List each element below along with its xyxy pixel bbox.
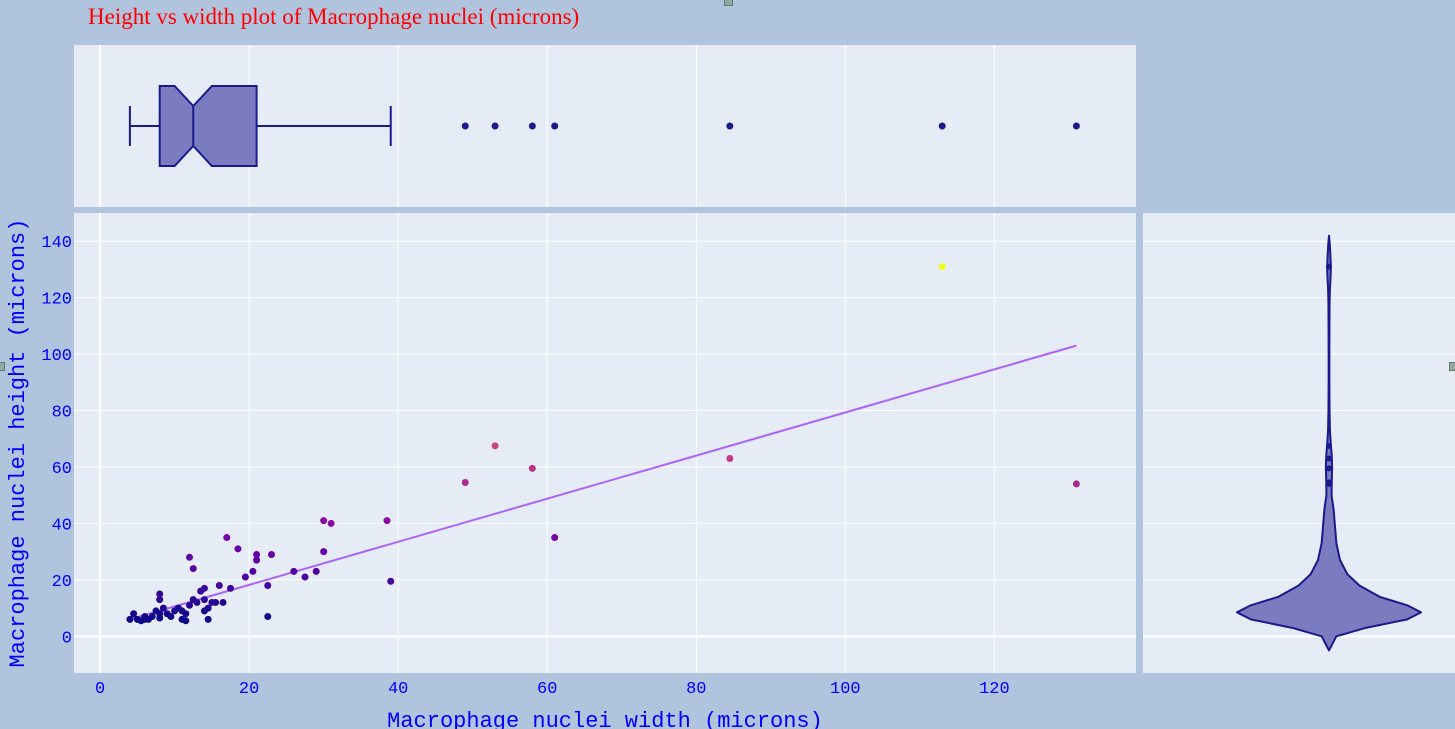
box-outlier [551,122,559,130]
scatter-point [726,455,734,463]
scatter-point [148,613,156,621]
chart-title: Height vs width plot of Macrophage nucle… [88,4,579,29]
y-tick-label: 20 [52,573,72,592]
box-outlier [1072,122,1080,130]
resize-handle-left[interactable] [0,362,5,371]
scatter-point [156,596,164,604]
x-axis-ticks: 0 20 40 60 80 100 120 [95,680,1010,699]
scatter-point [193,598,201,606]
scatter-point [186,553,194,561]
scatter-point [227,584,235,592]
resize-handle-right[interactable] [1449,362,1455,371]
violin-point [1326,465,1332,472]
scatter-point [182,617,190,625]
scatter-point [1072,480,1080,488]
scatter-point [159,604,167,612]
scatter-point [126,615,134,623]
scatter-point [253,556,261,564]
scatter-point [182,610,190,618]
box-outlier [461,122,469,130]
scatter-point [215,582,223,590]
y-axis-ticks: 0 20 40 60 80 100 120 140 [41,234,72,648]
scatter-point [301,573,309,581]
x-tick-label: 120 [979,680,1010,699]
x-tick-label: 20 [239,680,259,699]
scatter-point [387,577,395,585]
scatter-point [528,464,536,472]
marginal-violin-plot [1236,234,1422,652]
scatter-point [461,479,469,487]
x-tick-label: 0 [95,680,105,699]
y-tick-label: 0 [62,629,72,648]
scatter-point [264,613,272,621]
x-tick-label: 80 [686,680,706,699]
x-tick-label: 60 [537,680,557,699]
marginal-box-plot [128,85,1080,167]
x-axis-title: Macrophage nuclei width (microns) [387,709,823,729]
scatter-point [204,615,212,623]
y-tick-label: 60 [52,460,72,479]
scatter-point [219,598,227,606]
scatter-point [200,584,208,592]
scatter-point [491,442,499,450]
scatter-point [312,567,320,575]
scatter-point [156,590,164,598]
scatter-point [223,534,231,542]
scatter-point [167,613,175,621]
marginal-box-grid [99,45,995,207]
scatter-point [253,550,261,558]
scatter-point [189,565,197,573]
violin-point [1326,263,1332,270]
scatter-point [267,550,275,558]
box-body [158,85,258,167]
scatter-point [264,582,272,590]
scatter-point [320,517,328,525]
trend-line [129,344,1077,621]
y-tick-label: 120 [41,291,72,310]
scatter-point [156,614,164,622]
scatter-point [241,573,249,581]
y-tick-label: 40 [52,516,72,535]
violin-point [1326,479,1332,486]
y-axis-title: Macrophage nuclei height (microns) [6,219,31,668]
scatter-point [327,519,335,527]
scatter-point [200,596,208,604]
scatter-point [383,517,391,525]
y-tick-label: 140 [41,234,72,253]
scatter-point [186,601,194,609]
x-tick-label: 100 [830,680,861,699]
scatter-point [130,610,138,618]
marginal-violin-grid [1143,240,1455,638]
scatter-point [204,604,212,612]
box-outlier [726,122,734,130]
scatter-point [249,567,257,575]
box-outlier [938,122,946,130]
scatter-point [234,545,242,553]
resize-handle-top[interactable] [724,0,733,6]
scatter-grid [74,213,1136,673]
y-tick-label: 80 [52,404,72,423]
scatter-plot-area [74,213,1136,673]
box-outlier [491,122,499,130]
scatter-point [551,534,559,542]
box-outlier [528,122,536,130]
y-tick-label: 100 [41,347,72,366]
violin-point [1326,442,1332,449]
trend-line-layer [129,344,1077,621]
scatter-point [212,598,220,606]
scatter-point [320,548,328,556]
scatter-points [126,263,1080,625]
violin-point [1326,455,1332,462]
x-tick-label: 40 [388,680,408,699]
scatter-point [938,263,946,271]
scatter-point [290,567,298,575]
